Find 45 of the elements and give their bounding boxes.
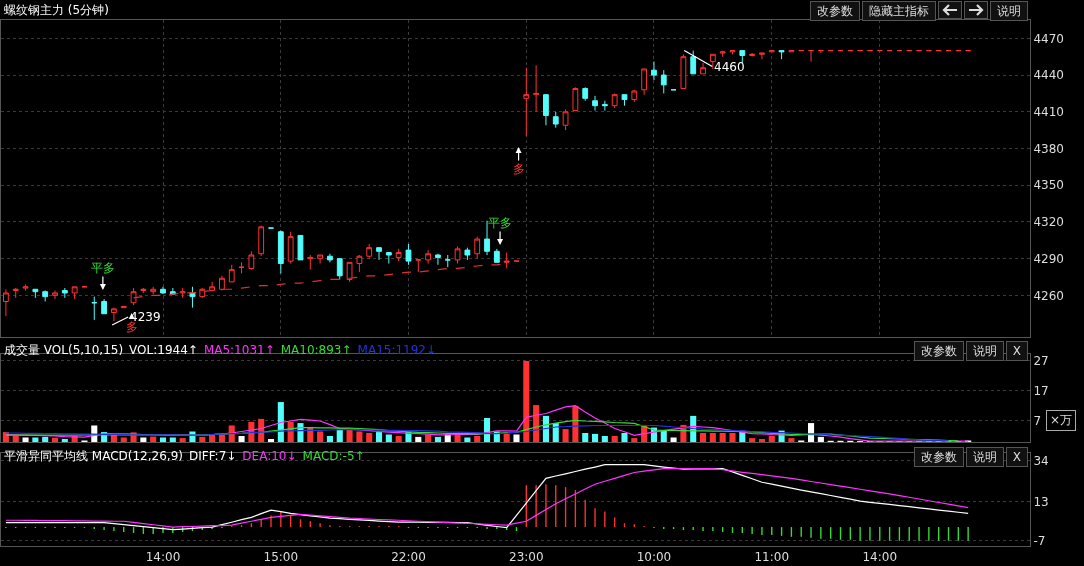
y-tick-label: 7 — [1033, 414, 1042, 429]
y-tick-label: 4470 — [1033, 31, 1064, 46]
y-tick-label: -7 — [1033, 533, 1046, 548]
text: MA15:1192↓ — [357, 343, 437, 357]
annotation: 说明 — [965, 341, 1004, 361]
text: X — [1005, 341, 1028, 361]
x-tick-label: 11:00 — [754, 550, 790, 565]
x-tick-label: 14:00 — [862, 550, 898, 565]
annotation: 说明 — [965, 447, 1004, 467]
text: DIFF:7↓ — [188, 449, 237, 463]
x-tick-label: 10:00 — [636, 550, 672, 565]
chart-title: 平滑异同平均线 MACD(12,26,9) — [4, 449, 183, 463]
y-tick-label: 4260 — [1033, 288, 1064, 303]
y-tick-label: 13 — [1033, 494, 1049, 509]
annotation: 改参数 — [913, 341, 964, 361]
y-axis-title: ×万 — [1045, 410, 1076, 431]
y-tick-label: 27 — [1033, 354, 1049, 369]
y-tick-label: 4410 — [1033, 105, 1064, 119]
text: MA10:893↑ — [280, 343, 352, 357]
y-tick-label: 4290 — [1033, 251, 1064, 266]
x-tick-label: 23:00 — [509, 550, 544, 565]
y-tick-label: 34 — [1033, 454, 1049, 468]
text: DEA:10↓ — [242, 449, 297, 463]
y-tick-label: 17 — [1033, 384, 1049, 399]
y-tick-label: 4320 — [1033, 215, 1064, 230]
annotation: 平多 — [91, 261, 115, 275]
text: MA5:1031↑ — [203, 343, 275, 357]
text: MACD:-5↑ — [302, 449, 365, 463]
text: VOL:1944↑ — [129, 343, 198, 357]
text: 说明 — [990, 1, 1028, 21]
chart-title: 成交量 VOL(5,10,15) — [4, 343, 124, 357]
annotation: 改参数 — [913, 447, 964, 467]
chart-title: 螺纹钢主力 (5分钟) — [4, 3, 109, 17]
annotation: 平多 — [488, 216, 512, 230]
y-tick-label: 4380 — [1033, 141, 1064, 156]
text: 隐藏主指标 — [862, 1, 936, 21]
x-tick-label: 15:00 — [263, 550, 299, 565]
text: 改参数 — [810, 1, 860, 21]
y-tick-label: 4350 — [1033, 178, 1064, 193]
x-tick-label: 14:00 — [145, 550, 181, 565]
x-tick-label: 22:00 — [391, 550, 426, 565]
text: X — [1005, 447, 1028, 467]
annotation: 多 — [513, 162, 525, 176]
annotation: 4460 — [714, 60, 745, 74]
y-tick-label: 4440 — [1033, 68, 1064, 83]
